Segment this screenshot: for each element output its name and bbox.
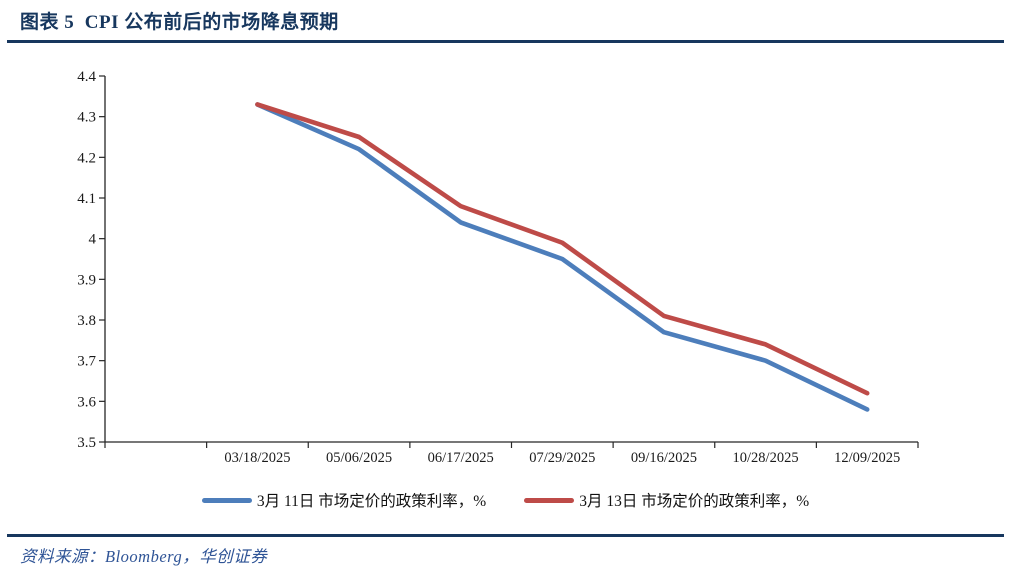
y-tick-label: 4.2 xyxy=(77,150,96,166)
chart-legend: 3月 11日 市场定价的政策利率，% 3月 13日 市场定价的政策利率，% xyxy=(0,489,1011,511)
legend-item: 3月 11日 市场定价的政策利率，% xyxy=(201,489,487,511)
source-note: 资料来源：Bloomberg，华创证券 xyxy=(20,547,268,566)
x-tick-label: 03/18/2025 xyxy=(224,450,290,466)
x-tick-label: 12/09/2025 xyxy=(834,450,900,466)
legend-label: 3月 11日 市场定价的政策利率，% xyxy=(256,493,487,510)
y-tick-label: 4 xyxy=(89,232,97,248)
x-tick-label: 06/17/2025 xyxy=(428,450,494,466)
figure-title: 图表 5 CPI 公布前后的市场降息预期 xyxy=(20,12,339,33)
y-tick-label: 3.8 xyxy=(77,313,96,329)
legend-label: 3月 13日 市场定价的政策利率，% xyxy=(579,493,810,510)
x-tick-label: 07/29/2025 xyxy=(529,450,595,466)
y-tick-label: 4.1 xyxy=(77,191,96,207)
source-divider xyxy=(7,534,1004,537)
legend-item: 3月 13日 市场定价的政策利率，% xyxy=(524,489,809,511)
y-tick-label: 4.4 xyxy=(77,69,96,85)
series-line-mar11 xyxy=(255,102,870,412)
y-tick-label: 3.6 xyxy=(77,394,96,410)
x-tick-label: 10/28/2025 xyxy=(733,450,799,466)
title-divider xyxy=(7,40,1004,43)
y-tick-label: 3.9 xyxy=(77,272,96,288)
y-tick-label: 4.3 xyxy=(77,110,96,126)
line-chart: 3.5 3.6 3.7 3.8 3.9 4 4.1 4.2 4.3 4.4 03/18/2025 05… xyxy=(77,69,919,466)
x-tick-label: 05/06/2025 xyxy=(326,450,392,466)
legend-swatch-icon xyxy=(524,497,575,503)
legend-swatch-icon xyxy=(201,497,252,503)
series-line-mar13 xyxy=(255,102,870,396)
y-tick-label: 3.7 xyxy=(77,354,96,370)
x-tick-label: 09/16/2025 xyxy=(631,450,697,466)
y-tick-label: 3.5 xyxy=(77,435,96,451)
